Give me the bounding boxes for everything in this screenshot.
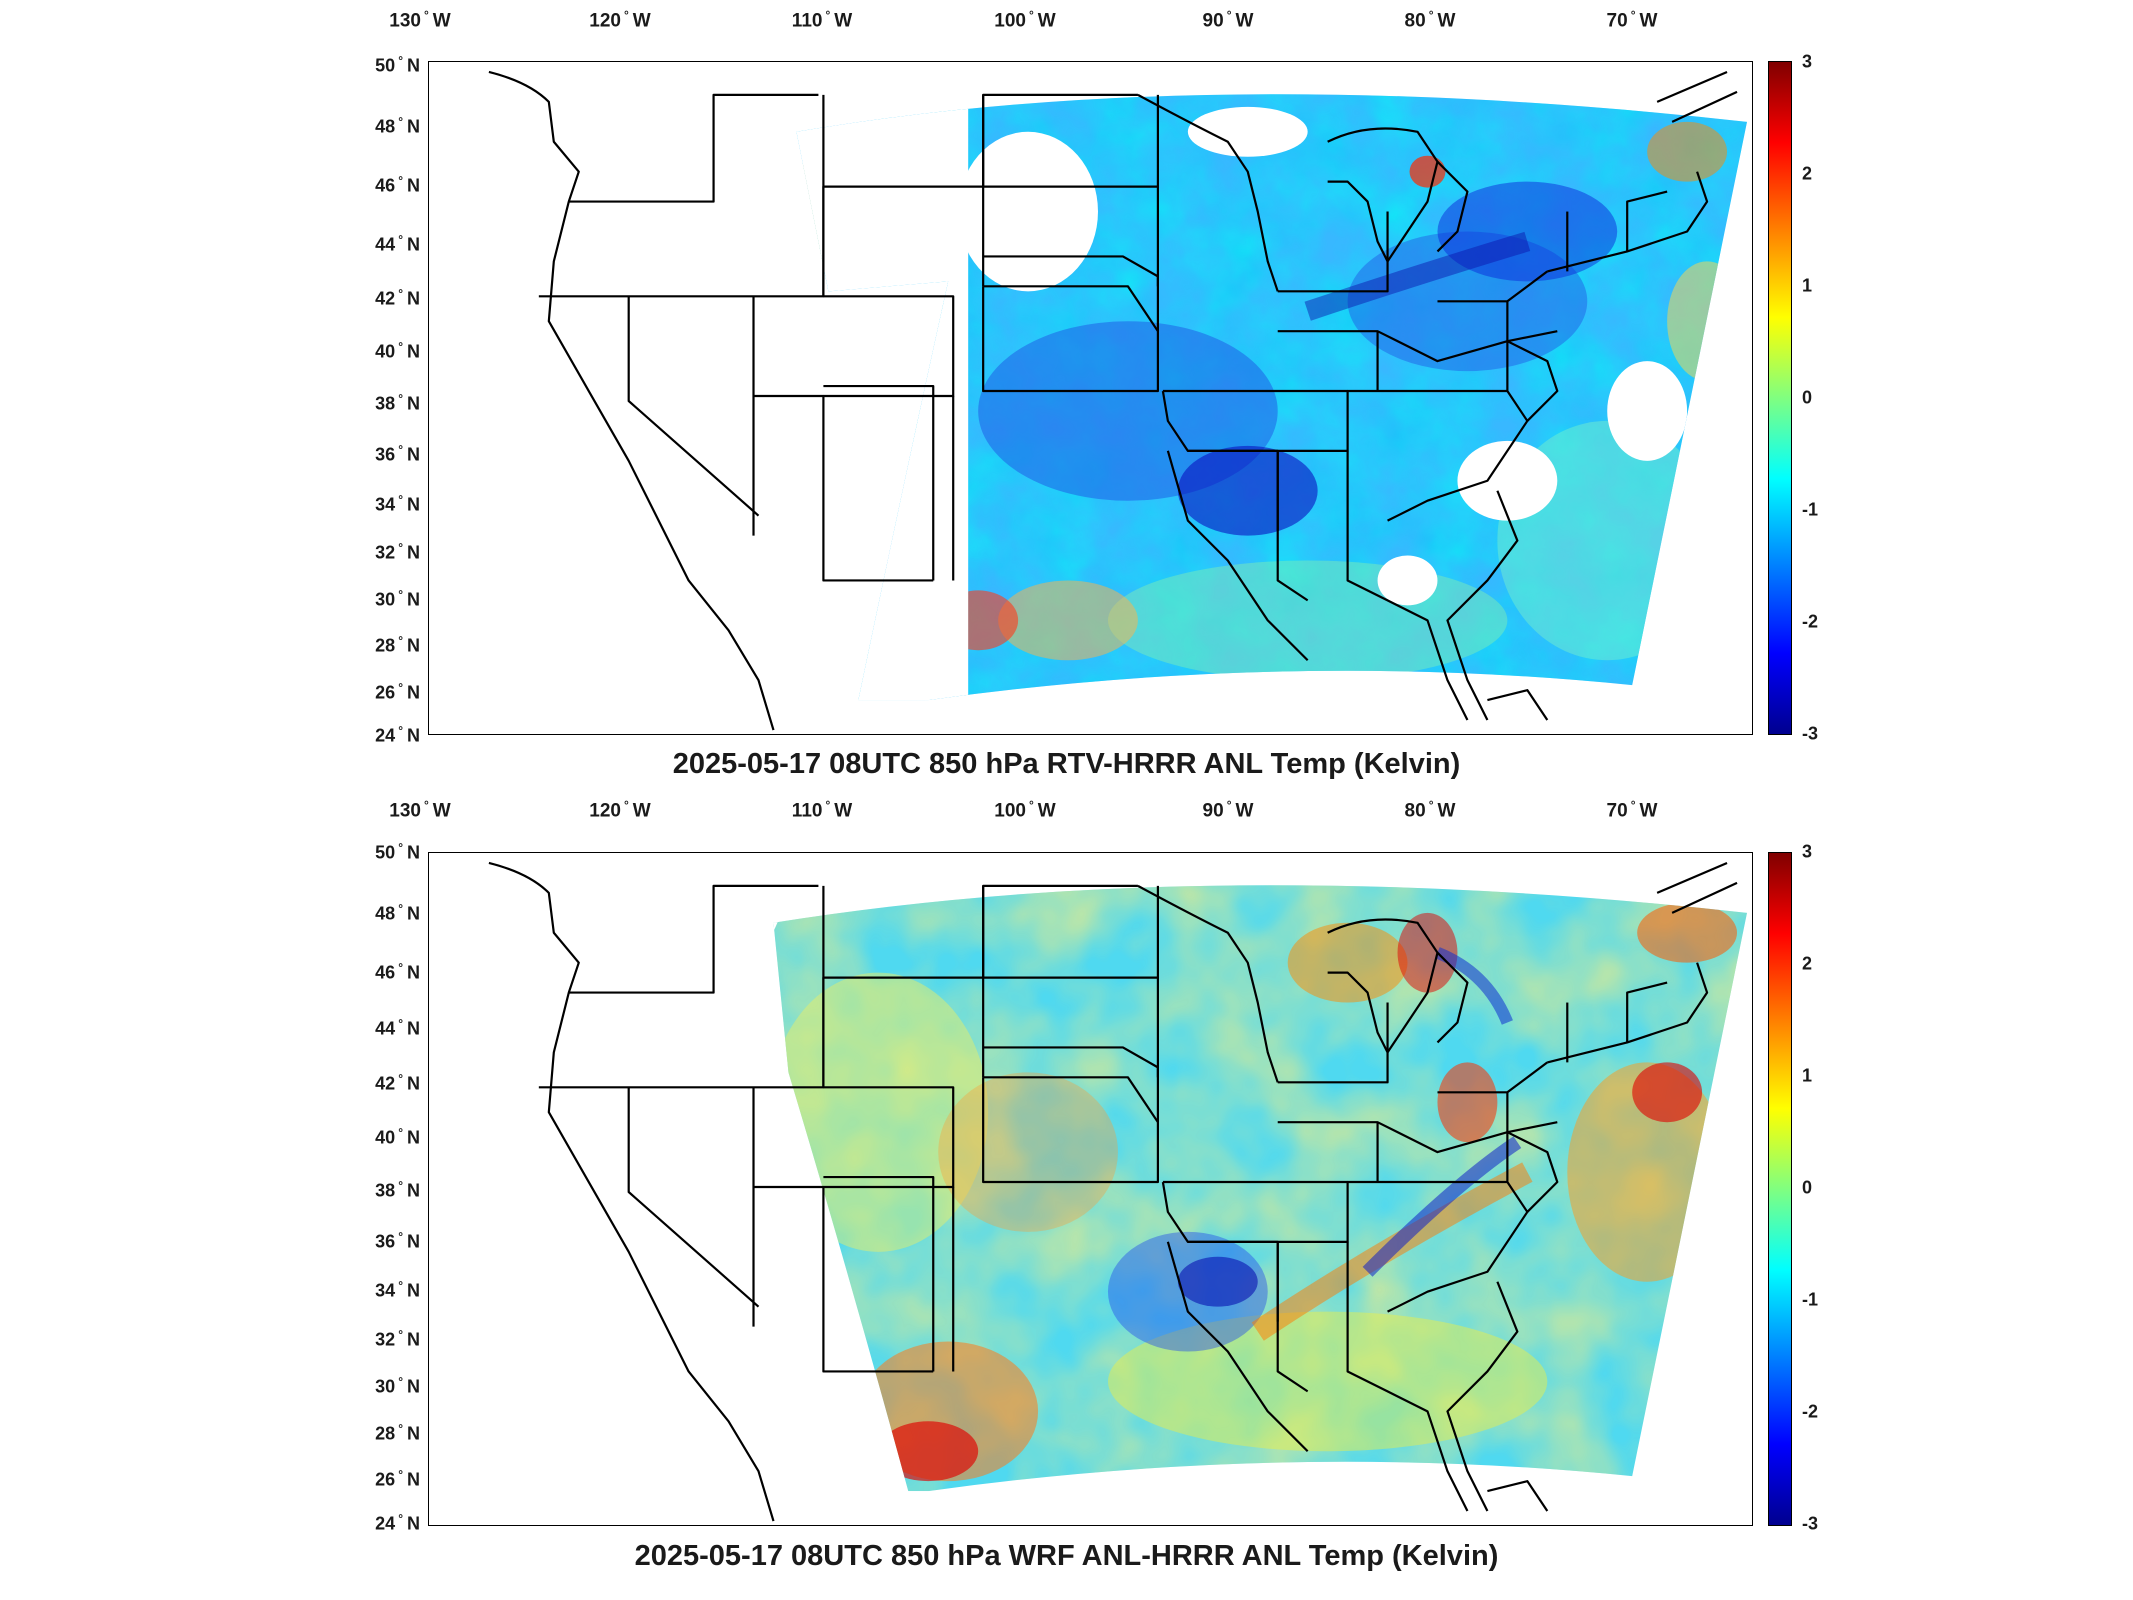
lat-label: 34 ° N [375,1278,420,1301]
colorbar-tick: -3 [1802,723,1819,744]
map-top [488,70,1748,731]
lat-label: 44 ° N [375,232,420,255]
colorbar-tick: -1 [1802,499,1819,520]
lat-label: 48 ° N [375,901,420,924]
lat-label: 30 ° N [375,1374,420,1397]
lat-label: 46 ° N [375,173,420,196]
lon-label: 110 ° W [791,8,853,32]
colorbar-tick: 1 [1802,1065,1813,1086]
colorbar-bottom [1768,852,1792,1526]
colorbar-tick: 3 [1802,841,1813,862]
lat-label: 28 ° N [375,1421,420,1444]
colorbar-tick: 0 [1802,1177,1813,1198]
lat-label: 40 ° N [375,1125,420,1148]
colorbar-tick: 3 [1802,51,1813,72]
colorbar-tick: 2 [1802,163,1813,184]
lat-label: 32 ° N [375,540,420,563]
lat-label: 32 ° N [375,1327,420,1350]
lat-label: 42 ° N [375,286,420,309]
lon-label: 120 ° W [589,798,651,822]
lat-label: 24 ° N [375,723,420,746]
lat-label: 36 ° N [375,442,420,465]
colorbar-tick: -2 [1802,1401,1819,1422]
lat-label: 24 ° N [375,1511,420,1534]
lon-label: 110 ° W [791,798,853,822]
temp-field-top [796,94,1748,701]
lon-label: 80 ° W [1404,798,1456,822]
lat-label: 40 ° N [375,339,420,362]
lat-label: 38 ° N [375,391,420,414]
colorbar-tick: -1 [1802,1289,1819,1310]
lat-label: 50 ° N [375,840,420,863]
state-boundaries-bottom [488,861,1738,1522]
lat-label: 48 ° N [375,114,420,137]
map-frame [428,852,1753,1526]
lat-label: 26 ° N [375,680,420,703]
panel-caption: 2025-05-17 08UTC 850 hPa WRF ANL-HRRR AN… [634,1540,1499,1572]
lat-label: 46 ° N [375,960,420,983]
lon-label: 70 ° W [1606,798,1658,822]
lat-label: 30 ° N [375,587,420,610]
lon-label: 100 ° W [994,798,1056,822]
state-boundaries-top [488,70,1738,731]
lon-label: 120 ° W [589,8,651,32]
colorbar-tick: 0 [1802,387,1813,408]
panel-caption: 2025-05-17 08UTC 850 hPa RTV-HRRR ANL Te… [672,748,1461,780]
lat-label: 26 ° N [375,1467,420,1490]
lat-label: 50 ° N [375,53,420,76]
colorbar-top [1768,61,1792,735]
lon-label: 90 ° W [1202,798,1254,822]
lon-label: 130 ° W [389,8,451,32]
lon-label: 80 ° W [1404,8,1456,32]
temp-field-bottom [773,885,1748,1492]
lat-label: 36 ° N [375,1229,420,1252]
lat-label: 44 ° N [375,1016,420,1039]
colorbar-tick: 2 [1802,953,1813,974]
lat-label: 28 ° N [375,633,420,656]
map-bottom [488,861,1748,1522]
map-frame [428,61,1753,735]
colorbar-tick: 1 [1802,275,1813,296]
panel-bottom: 130 ° W 120 ° W 110 ° W 100 ° W 90 ° W 80 ° W 70 ° W 5… [0,790,2133,1600]
lat-label: 34 ° N [375,492,420,515]
lat-label: 42 ° N [375,1071,420,1094]
colorbar-tick: -3 [1802,1513,1819,1534]
lat-label: 38 ° N [375,1178,420,1201]
colorbar-tick: -2 [1802,611,1819,632]
panel-top: 130 ° W 120 ° W 110 ° W 100 ° W 90 ° W 80 ° W 70 ° W 5… [0,0,2133,790]
lon-label: 100 ° W [994,8,1056,32]
lon-label: 90 ° W [1202,8,1254,32]
lon-label: 130 ° W [389,798,451,822]
lon-label: 70 ° W [1606,8,1658,32]
